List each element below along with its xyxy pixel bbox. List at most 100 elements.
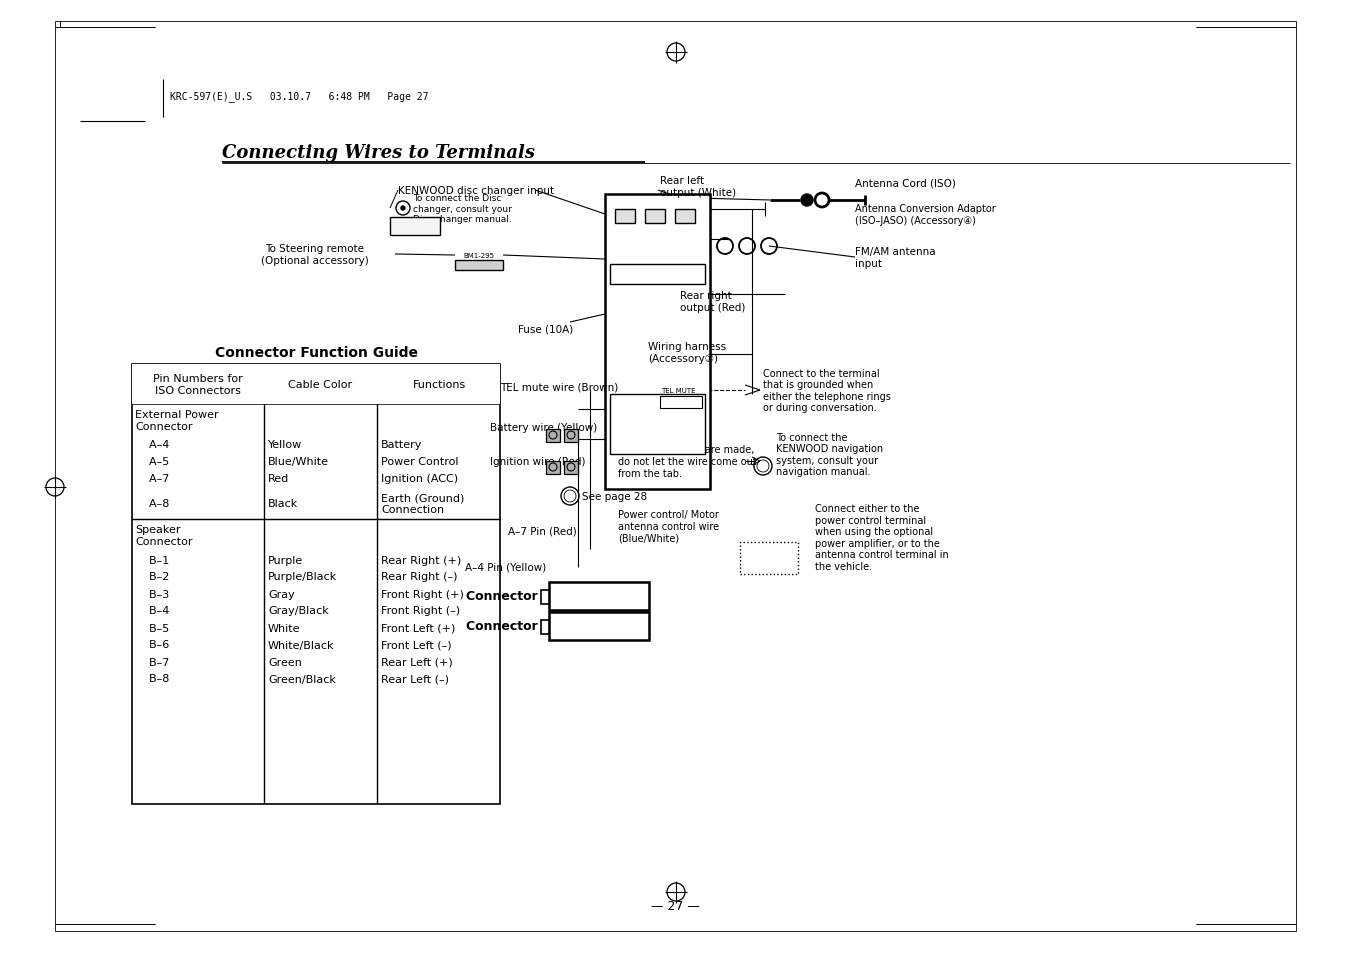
Text: KRC-597(E)_U.S   03.10.7   6:48 PM   Page 27: KRC-597(E)_U.S 03.10.7 6:48 PM Page 27 — [170, 91, 428, 102]
Text: Rear Left (–): Rear Left (–) — [381, 674, 449, 684]
Text: Front Left (–): Front Left (–) — [381, 639, 451, 650]
Text: Battery wire (Yellow): Battery wire (Yellow) — [490, 422, 597, 433]
Text: FRONT
ANTENNA: FRONT ANTENNA — [750, 549, 788, 568]
Text: Speaker
Connector: Speaker Connector — [135, 525, 192, 546]
Text: Green: Green — [267, 657, 301, 667]
Text: Power control/ Motor
antenna control wire
(Blue/White): Power control/ Motor antenna control wir… — [617, 510, 719, 543]
Text: B–1: B–1 — [135, 555, 169, 565]
Text: 7: 7 — [558, 598, 565, 607]
Text: Connect to the terminal
that is grounded when
either the telephone rings
or duri: Connect to the terminal that is grounded… — [763, 368, 890, 413]
Text: Battery: Battery — [381, 440, 423, 450]
Bar — [615, 210, 635, 224]
Text: 1: 1 — [627, 627, 634, 638]
Text: A–7 Pin (Red): A–7 Pin (Red) — [508, 526, 577, 537]
Text: To connect the
KENWOOD navigation
system, consult your
navigation manual.: To connect the KENWOOD navigation system… — [775, 432, 884, 476]
Text: Ignition (ACC): Ignition (ACC) — [381, 474, 458, 484]
Text: 6: 6 — [581, 616, 588, 625]
Text: Antenna Cord (ISO): Antenna Cord (ISO) — [855, 178, 957, 188]
Text: 3: 3 — [604, 627, 611, 638]
Text: Gray/Black: Gray/Black — [267, 606, 328, 616]
Text: Connector A: Connector A — [466, 589, 551, 602]
Text: 3: 3 — [604, 598, 611, 607]
Bar — [546, 430, 561, 442]
Circle shape — [401, 207, 405, 211]
Text: Wiring harness
(Accessory①): Wiring harness (Accessory①) — [648, 342, 725, 363]
Text: 7: 7 — [558, 627, 565, 638]
Bar — [563, 461, 578, 475]
Text: Rear Left (+): Rear Left (+) — [381, 657, 453, 667]
Text: Connecting Wires to Terminals: Connecting Wires to Terminals — [222, 144, 535, 162]
Text: Purple: Purple — [267, 555, 303, 565]
Text: To Steering remote
(Optional accessory): To Steering remote (Optional accessory) — [261, 244, 369, 266]
Text: B–3: B–3 — [135, 589, 169, 598]
Bar — [390, 218, 440, 235]
Text: Earth (Ground)
Connection: Earth (Ground) Connection — [381, 493, 465, 515]
Text: Connect either to the
power control terminal
when using the optional
power ampli: Connect either to the power control term… — [815, 503, 948, 572]
Text: B–7: B–7 — [135, 657, 169, 667]
Text: B–6: B–6 — [135, 639, 169, 650]
Text: A–4 Pin (Yellow): A–4 Pin (Yellow) — [465, 562, 546, 573]
Text: Front Right (+): Front Right (+) — [381, 589, 463, 598]
Text: B–5: B–5 — [135, 623, 169, 633]
Text: Rear Right (+): Rear Right (+) — [381, 555, 461, 565]
Text: Power Control: Power Control — [381, 457, 458, 467]
Text: Red: Red — [267, 474, 289, 484]
Text: TEL mute wire (Brown): TEL mute wire (Brown) — [500, 382, 619, 393]
Text: Yellow: Yellow — [267, 440, 303, 450]
Text: Antenna Conversion Adaptor
(ISO–JASO) (Accessory④): Antenna Conversion Adaptor (ISO–JASO) (A… — [855, 204, 996, 226]
Text: Cable Color: Cable Color — [288, 379, 353, 390]
Bar — [540, 590, 549, 604]
Text: If no connections are made,
do not let the wire come out
from the tab.: If no connections are made, do not let t… — [617, 445, 757, 478]
Bar — [540, 620, 549, 635]
Bar — [676, 210, 694, 224]
Bar — [455, 261, 503, 271]
Text: Black: Black — [267, 498, 299, 509]
Text: 1: 1 — [627, 598, 634, 607]
Bar — [563, 430, 578, 442]
Text: Pin Numbers for
ISO Connectors: Pin Numbers for ISO Connectors — [153, 374, 243, 395]
Text: To connect the Disc
changer, consult your
Disc changer manual.: To connect the Disc changer, consult you… — [413, 193, 512, 224]
Bar — [661, 396, 703, 409]
Text: Green/Black: Green/Black — [267, 674, 336, 684]
Text: Ignition wire (Red): Ignition wire (Red) — [490, 456, 585, 467]
Text: Front Right (–): Front Right (–) — [381, 606, 461, 616]
Text: Rear left
output (White): Rear left output (White) — [661, 176, 736, 197]
Text: Connector B: Connector B — [466, 618, 551, 632]
Bar — [132, 365, 500, 405]
Text: 5: 5 — [581, 598, 588, 607]
Text: B–2: B–2 — [135, 572, 169, 582]
Text: Connector Function Guide: Connector Function Guide — [215, 346, 417, 359]
Text: 2: 2 — [627, 585, 634, 596]
Text: Front Left (+): Front Left (+) — [381, 623, 455, 633]
Text: 2: 2 — [627, 616, 634, 625]
Text: Rear right
output (Red): Rear right output (Red) — [680, 291, 746, 313]
Text: A–4: A–4 — [135, 440, 169, 450]
Text: External Power
Connector: External Power Connector — [135, 410, 219, 432]
Bar — [605, 194, 711, 490]
Bar — [549, 613, 648, 640]
Text: B–8: B–8 — [135, 674, 169, 684]
Text: Functions: Functions — [412, 379, 466, 390]
Text: See page 28: See page 28 — [582, 492, 647, 501]
Bar — [611, 265, 705, 285]
Text: Gray: Gray — [267, 589, 295, 598]
Text: A–8: A–8 — [135, 498, 169, 509]
Bar — [740, 542, 798, 575]
Circle shape — [801, 194, 813, 207]
Bar — [549, 582, 648, 610]
Bar — [132, 365, 500, 804]
Text: BM1-295: BM1-295 — [463, 253, 494, 258]
Bar — [611, 395, 705, 455]
Text: KENWOOD disc changer input: KENWOOD disc changer input — [399, 186, 554, 195]
Text: — 27 —: — 27 — — [651, 900, 700, 913]
Text: 8: 8 — [558, 585, 565, 596]
Text: Fuse (10A): Fuse (10A) — [519, 325, 574, 335]
Text: FM/AM antenna
input: FM/AM antenna input — [855, 247, 936, 269]
Bar — [546, 461, 561, 475]
Text: Blue/White: Blue/White — [267, 457, 330, 467]
Text: 4: 4 — [604, 585, 611, 596]
Text: A–7: A–7 — [135, 474, 169, 484]
Text: 6: 6 — [581, 585, 588, 596]
Text: TEL MUTE: TEL MUTE — [661, 388, 696, 394]
Text: 8: 8 — [558, 616, 565, 625]
